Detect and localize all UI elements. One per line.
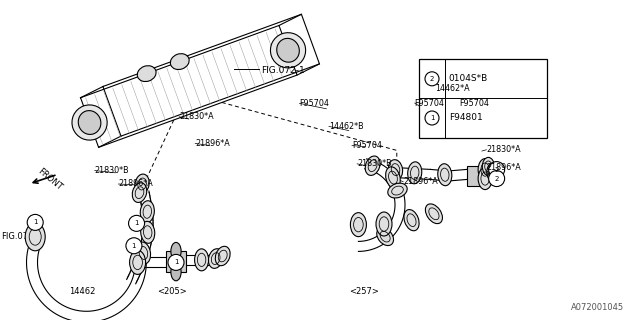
Ellipse shape — [209, 249, 223, 268]
Text: 21896*A: 21896*A — [118, 180, 153, 188]
Text: F95704: F95704 — [415, 99, 445, 108]
Text: 1: 1 — [429, 115, 435, 121]
Text: 21830*B: 21830*B — [95, 166, 129, 175]
Ellipse shape — [408, 162, 422, 184]
Text: 21830*A: 21830*A — [179, 112, 214, 121]
Text: 21896*A: 21896*A — [486, 163, 521, 172]
Bar — [419, 59, 547, 138]
Ellipse shape — [135, 174, 149, 194]
Ellipse shape — [141, 221, 155, 243]
Text: FIG.073: FIG.073 — [1, 232, 33, 241]
Text: 2: 2 — [495, 167, 499, 172]
Ellipse shape — [129, 250, 146, 274]
Text: A072001045: A072001045 — [571, 303, 624, 312]
Ellipse shape — [72, 105, 107, 140]
Bar — [467, 166, 483, 186]
Ellipse shape — [170, 54, 189, 69]
Circle shape — [126, 238, 142, 254]
Text: 14462*B: 14462*B — [329, 122, 364, 131]
Ellipse shape — [136, 242, 150, 264]
Text: 21896*A: 21896*A — [195, 139, 230, 148]
Ellipse shape — [138, 66, 156, 82]
Text: 14462*A: 14462*A — [435, 84, 470, 93]
Bar — [166, 251, 186, 272]
Text: 0104S*B: 0104S*B — [449, 74, 488, 83]
Ellipse shape — [386, 167, 400, 188]
Ellipse shape — [195, 249, 209, 271]
Ellipse shape — [365, 156, 380, 175]
Ellipse shape — [483, 157, 494, 175]
Text: 1: 1 — [173, 260, 179, 265]
Text: 21830*B: 21830*B — [357, 159, 392, 168]
Text: 1: 1 — [132, 243, 136, 249]
Text: 14462: 14462 — [69, 287, 95, 296]
Ellipse shape — [388, 160, 403, 180]
Ellipse shape — [426, 204, 442, 224]
Circle shape — [425, 111, 439, 125]
Ellipse shape — [487, 163, 499, 181]
Text: F94801: F94801 — [449, 114, 483, 123]
Circle shape — [28, 214, 44, 230]
Text: 2: 2 — [430, 76, 434, 82]
Circle shape — [129, 215, 145, 231]
Ellipse shape — [171, 263, 181, 281]
Ellipse shape — [140, 201, 154, 223]
Ellipse shape — [478, 168, 492, 189]
Ellipse shape — [276, 38, 300, 62]
Circle shape — [425, 72, 439, 86]
Ellipse shape — [377, 228, 394, 245]
Text: FIG.072-1: FIG.072-1 — [261, 66, 305, 75]
Text: 21830*A: 21830*A — [486, 145, 521, 154]
Ellipse shape — [376, 212, 392, 236]
Text: F95704: F95704 — [352, 141, 382, 150]
Ellipse shape — [25, 223, 45, 251]
Ellipse shape — [478, 159, 492, 180]
Circle shape — [489, 171, 504, 187]
Ellipse shape — [271, 33, 306, 68]
Text: 21896*A: 21896*A — [403, 177, 438, 186]
Text: <257>: <257> — [349, 287, 379, 296]
Ellipse shape — [351, 212, 367, 236]
Ellipse shape — [404, 210, 419, 231]
Text: F95704: F95704 — [460, 99, 490, 108]
Ellipse shape — [78, 111, 101, 134]
Circle shape — [489, 162, 504, 178]
Ellipse shape — [132, 183, 147, 203]
Text: 1: 1 — [134, 220, 139, 226]
Ellipse shape — [438, 164, 452, 186]
Text: F95704: F95704 — [300, 99, 330, 108]
Text: FRONT: FRONT — [35, 166, 63, 192]
Ellipse shape — [171, 243, 181, 260]
Ellipse shape — [215, 246, 230, 266]
Ellipse shape — [388, 183, 407, 198]
Text: <205>: <205> — [157, 287, 186, 296]
Text: 1: 1 — [33, 220, 38, 225]
Text: 2: 2 — [495, 176, 499, 181]
Circle shape — [168, 254, 184, 270]
